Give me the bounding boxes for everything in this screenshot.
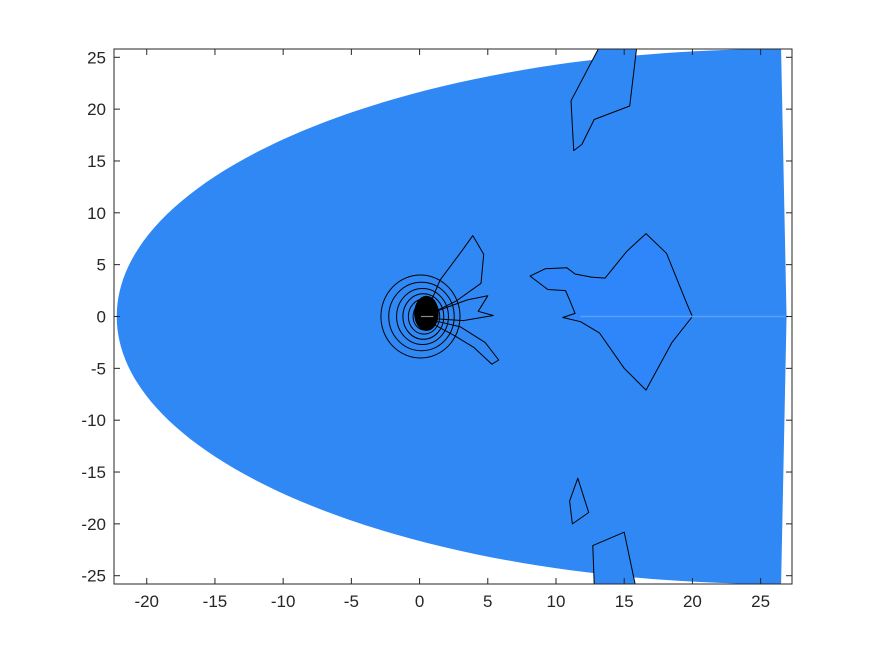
contour-line (570, 49, 637, 152)
x-tick-label: 0 (415, 592, 424, 611)
contour-line (592, 531, 636, 584)
x-tick-label: -20 (134, 592, 159, 611)
y-tick-label: -10 (81, 411, 106, 430)
contour-line (396, 288, 449, 345)
y-tick-label: 0 (97, 308, 106, 327)
x-tick-label: 5 (483, 592, 492, 611)
body-core (414, 295, 439, 332)
contour-line (529, 233, 693, 391)
y-tick-label: -5 (91, 359, 106, 378)
y-tick-label: 25 (87, 48, 106, 67)
x-tick-label: -15 (203, 592, 228, 611)
contour-line (428, 235, 485, 311)
y-tick-label: 5 (97, 256, 106, 275)
y-tick-label: -15 (81, 463, 106, 482)
y-tick-label: 15 (87, 152, 106, 171)
x-tick-label: 15 (615, 592, 634, 611)
contour-line (380, 274, 461, 359)
plot-area (116, 49, 792, 584)
y-tick-label: 10 (87, 204, 106, 223)
x-tick-label: 10 (547, 592, 566, 611)
y-axis: 25 20 15 10 5 0 -5 -10 -15 -20 -25 (81, 48, 792, 586)
contour-line (402, 293, 445, 340)
x-tick-label: -5 (344, 592, 359, 611)
x-tick-label: -10 (271, 592, 296, 611)
y-tick-label: -25 (81, 567, 106, 586)
contour-line (569, 477, 590, 525)
x-tick-label: 20 (683, 592, 702, 611)
x-axis: -20 -15 -10 -5 0 5 10 15 20 25 (134, 49, 770, 611)
y-tick-label: -20 (81, 515, 106, 534)
x-tick-label: 25 (751, 592, 770, 611)
y-tick-label: 20 (87, 100, 106, 119)
contour-line (388, 281, 455, 352)
contour-line (430, 321, 500, 365)
